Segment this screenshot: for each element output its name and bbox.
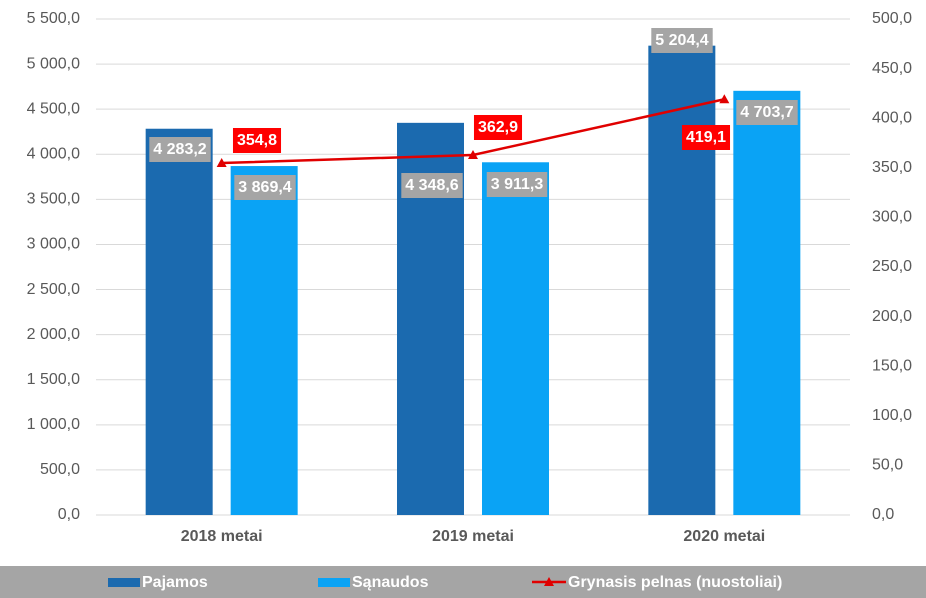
data-label-text: 4 348,6 [405, 177, 458, 194]
data-label-box [232, 128, 282, 153]
x-tick-label: 2019 metai [432, 528, 514, 545]
data-label-box [234, 175, 296, 200]
bar [145, 128, 213, 516]
x-tick-label: 2020 metai [683, 528, 765, 545]
bar [733, 90, 801, 516]
data-label-box [401, 173, 463, 198]
data-label-box [681, 125, 731, 150]
data-label-text: 5 204,4 [655, 32, 708, 49]
y2-tick-label: 400,0 [872, 109, 912, 126]
y2-tick-label: 0,0 [872, 506, 894, 523]
y2-tick-label: 350,0 [872, 159, 912, 176]
data-label: 4 348,6 [401, 173, 463, 198]
legend-label: Sąnaudos [352, 574, 429, 591]
x-tick-label: 2018 metai [181, 528, 263, 545]
data-label-text: 419,1 [686, 129, 726, 146]
y-tick-label: 1 000,0 [27, 416, 80, 433]
y-tick-label: 5 000,0 [27, 55, 80, 72]
line-marker [216, 158, 227, 168]
data-label: 362,9 [473, 115, 523, 140]
y2-tick-label: 250,0 [872, 258, 912, 275]
data-label: 3 911,3 [486, 172, 548, 197]
y-tick-label: 4 500,0 [27, 100, 80, 117]
legend-marker [318, 578, 350, 587]
line-marker [719, 94, 730, 104]
data-label-box [486, 172, 548, 197]
data-label-box [736, 100, 798, 125]
legend-marker [108, 578, 140, 587]
y-tick-label: 3 500,0 [27, 191, 80, 208]
data-label: 419,1 [681, 125, 731, 150]
y-tick-label: 0,0 [58, 506, 80, 523]
data-label-text: 3 911,3 [491, 176, 544, 193]
data-label-box [473, 115, 523, 140]
y2-tick-label: 200,0 [872, 308, 912, 325]
data-label-text: 3 869,4 [238, 179, 291, 196]
data-label: 4 283,2 [149, 137, 211, 162]
legend-marker-symbol [544, 577, 554, 586]
y-tick-label: 4 000,0 [27, 145, 80, 162]
data-label: 3 869,4 [234, 175, 296, 200]
data-label-box [651, 28, 713, 53]
y2-tick-label: 300,0 [872, 209, 912, 226]
y-tick-label: 500,0 [40, 461, 80, 478]
y2-tick-label: 450,0 [872, 60, 912, 77]
y2-tick-label: 150,0 [872, 357, 912, 374]
y2-tick-label: 50,0 [872, 457, 903, 474]
y-tick-label: 3 000,0 [27, 236, 80, 253]
data-label-text: 362,9 [478, 119, 518, 136]
y2-tick-label: 500,0 [872, 10, 912, 27]
line-marker [468, 150, 478, 160]
legend-label: Pajamos [142, 574, 208, 591]
legend-background [0, 566, 926, 598]
data-label: 4 703,7 [736, 100, 798, 125]
y-tick-label: 2 000,0 [27, 326, 80, 343]
data-label: 5 204,4 [651, 28, 713, 53]
y2-tick-label: 100,0 [872, 407, 912, 424]
data-label-box [149, 137, 211, 162]
y-tick-label: 2 500,0 [27, 281, 80, 298]
bar [482, 162, 549, 515]
y-tick-label: 5 500,0 [27, 10, 80, 27]
data-label-text: 4 283,2 [153, 141, 206, 158]
data-label-text: 4 703,7 [740, 104, 793, 121]
data-label: 354,8 [232, 128, 282, 153]
bar [230, 166, 298, 515]
data-label-text: 354,8 [237, 132, 277, 149]
bar [648, 45, 716, 515]
y-tick-label: 1 500,0 [27, 371, 80, 388]
legend-label: Grynasis pelnas (nuostoliai) [568, 574, 782, 591]
